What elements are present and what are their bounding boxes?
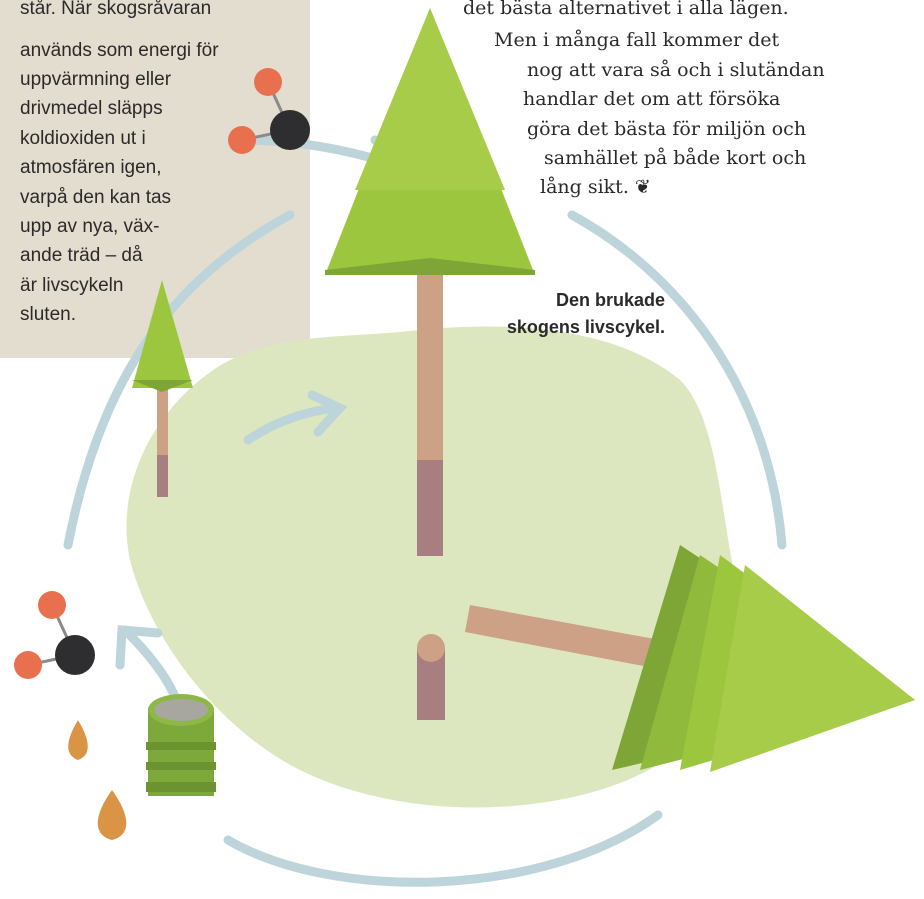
- molecule-bottom-part: [14, 651, 42, 679]
- illustration: står. När skogsråvaran används som energi…: [0, 0, 924, 899]
- big-tree-part: [417, 270, 443, 460]
- box-text-line: är livscykeln: [20, 275, 123, 296]
- box-text-line: drivmedel släpps: [20, 98, 163, 119]
- article-line: göra det bästa för miljön och: [527, 118, 806, 140]
- molecule-top-part: [254, 68, 282, 96]
- article-line: nog att vara så och i slutändan: [527, 59, 825, 81]
- box-text-line: sluten.: [20, 304, 76, 325]
- molecule-top-part: [270, 110, 310, 150]
- fuel-barrel-part: [154, 699, 208, 721]
- box-text-line: ande träd – då: [20, 245, 143, 266]
- molecule-bottom-part: [55, 635, 95, 675]
- box-text-line: koldioxiden ut i: [20, 128, 146, 149]
- box-text-line: står. När skogsråvaran: [20, 0, 211, 19]
- page: står. När skogsråvaran används som energi…: [0, 0, 924, 899]
- article-line: det bästa alternativet i alla lägen.: [463, 0, 789, 19]
- fuel-barrel: [146, 694, 216, 796]
- box-text-line: varpå den kan tas: [20, 187, 171, 208]
- box-text-line: uppvärmning eller: [20, 69, 172, 90]
- fuel-barrel-part: [146, 762, 216, 770]
- fuel-drops-part: [68, 720, 88, 760]
- caption-line: Den brukade: [556, 290, 665, 310]
- big-tree-part: [417, 460, 443, 556]
- box-text-line: atmosfären igen,: [20, 157, 162, 178]
- fuel-barrel-part: [146, 742, 216, 750]
- box-text-line: upp av nya, väx-: [20, 216, 159, 237]
- fuel-drops-part: [98, 790, 127, 840]
- molecule-top-part: [228, 126, 256, 154]
- article-line: lång sikt. ❦: [540, 176, 651, 198]
- article-line: Men i många fall kommer det: [494, 29, 780, 51]
- stump: [417, 634, 445, 720]
- article-line: handlar det om att försöka: [523, 88, 780, 110]
- article-line: samhället på både kort och: [544, 147, 806, 169]
- small-tree-part: [157, 455, 168, 497]
- stump-part: [417, 634, 445, 662]
- box-text-line: används som energi för: [20, 40, 219, 61]
- molecule-bottom-part: [38, 591, 66, 619]
- life-cycle-ring-part: [228, 815, 658, 882]
- molecule-bottom: [14, 591, 95, 679]
- fallen-tree-part: [710, 565, 915, 772]
- fuel-drops: [68, 720, 126, 840]
- fuel-barrel-part: [146, 782, 216, 792]
- caption-line: skogens livscykel.: [507, 317, 665, 337]
- big-tree-part: [355, 8, 505, 190]
